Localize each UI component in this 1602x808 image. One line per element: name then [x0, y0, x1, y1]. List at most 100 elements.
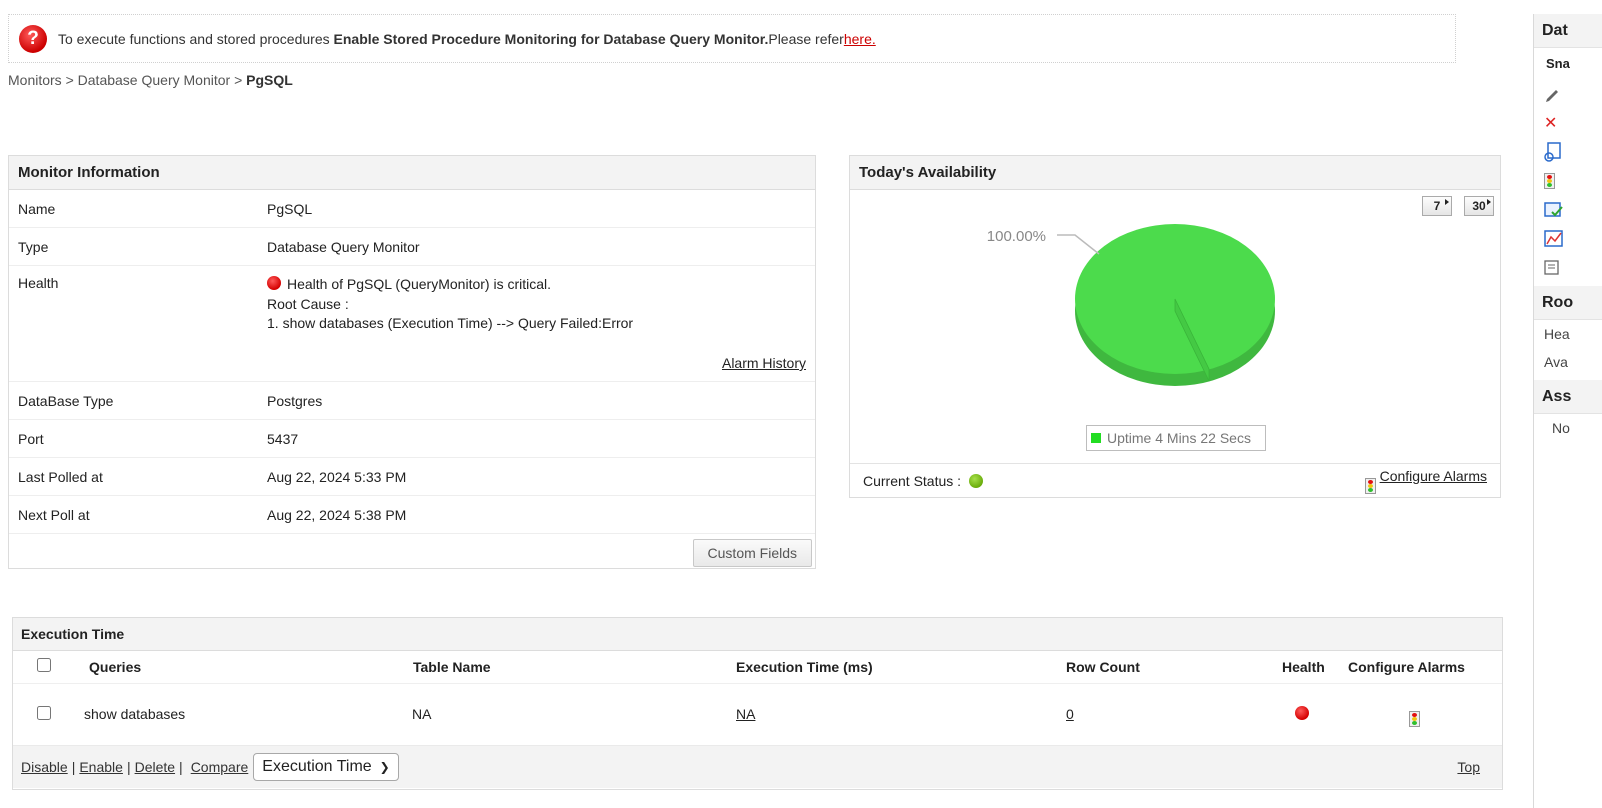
- pie-seam: [1174, 298, 1210, 382]
- name-value: PgSQL: [267, 200, 313, 217]
- breadcrumb: Monitors > Database Query Monitor > PgSQ…: [8, 72, 293, 88]
- status-up-icon: [968, 473, 983, 488]
- column-table-name: Table Name: [412, 651, 735, 684]
- info-row-next-poll: Next Poll at Aug 22, 2024 5:38 PM: [9, 496, 815, 534]
- root-cause-label: Root Cause :: [267, 295, 349, 312]
- range-7-days-button[interactable]: 7: [1422, 196, 1452, 216]
- attribute-select[interactable]: Execution Time ❯: [253, 753, 399, 781]
- disable-link[interactable]: Disable: [21, 759, 68, 775]
- custom-fields-button[interactable]: Custom Fields: [692, 539, 812, 567]
- report-icon[interactable]: [1534, 137, 1602, 166]
- stored-procedure-notice: ? To execute functions and stored proced…: [8, 14, 1456, 63]
- breadcrumb-separator: >: [234, 72, 243, 88]
- table-header-row: Queries Table Name Execution Time (ms) R…: [13, 651, 1502, 684]
- breadcrumb-database-query-monitor[interactable]: Database Query Monitor: [77, 72, 231, 88]
- configure-alarms-icon[interactable]: [1409, 711, 1420, 728]
- select-all-checkbox[interactable]: [37, 658, 51, 673]
- info-row-port: Port 5437: [9, 420, 815, 458]
- type-value: Database Query Monitor: [267, 238, 420, 255]
- type-label: Type: [18, 238, 49, 255]
- breadcrumb-monitors[interactable]: Monitors: [8, 72, 62, 88]
- port-label: Port: [18, 430, 44, 447]
- row-count-link[interactable]: 0: [1066, 706, 1074, 723]
- pie-leader-line: [1057, 234, 1100, 255]
- name-label: Name: [18, 200, 56, 217]
- monitor-information-panel: Monitor Information Name PgSQL Type Data…: [8, 155, 816, 569]
- configure-alarms-link[interactable]: Configure Alarms: [1379, 467, 1487, 484]
- health-message: Health of PgSQL (QueryMonitor) is critic…: [287, 276, 552, 292]
- enable-link[interactable]: Enable: [79, 759, 123, 775]
- last-polled-value: Aug 22, 2024 5:33 PM: [267, 468, 407, 485]
- execution-time-title: Execution Time: [13, 618, 1502, 651]
- info-row-health: Health Health of PgSQL (QueryMonitor) is…: [9, 266, 815, 382]
- notice-here-link[interactable]: here.: [843, 30, 876, 47]
- last-polled-label: Last Polled at: [18, 468, 103, 485]
- query-cell: show databases: [84, 706, 186, 723]
- current-status: Current Status :: [863, 473, 983, 489]
- critical-status-icon: [267, 276, 281, 290]
- column-configure-alarms: Configure Alarms: [1347, 651, 1502, 684]
- breadcrumb-separator: >: [65, 72, 74, 88]
- compare-link[interactable]: Compare: [190, 759, 249, 775]
- execution-time-table: Queries Table Name Execution Time (ms) R…: [13, 651, 1502, 745]
- legend-swatch: [1091, 433, 1101, 443]
- sidebar-item-health[interactable]: Hea: [1544, 326, 1570, 342]
- delete-icon[interactable]: ✕: [1544, 114, 1558, 132]
- schedule-check-icon[interactable]: [1534, 195, 1602, 224]
- right-sidebar: Dat Sna ✕ Roo Hea Ava Ass No: [1533, 14, 1602, 808]
- sidebar-item-availability[interactable]: Ava: [1544, 354, 1568, 370]
- next-poll-value: Aug 22, 2024 5:38 PM: [267, 506, 407, 523]
- delete-link[interactable]: Delete: [134, 759, 176, 775]
- info-row-last-polled: Last Polled at Aug 22, 2024 5:33 PM: [9, 458, 815, 496]
- table-name-cell: NA: [412, 706, 432, 723]
- chevron-down-icon: ❯: [379, 760, 390, 774]
- sidebar-item-none: No: [1552, 420, 1570, 436]
- column-execution-time: Execution Time (ms): [735, 651, 1065, 684]
- pie-data-label: 100.00%: [987, 228, 1046, 245]
- health-label: Health: [18, 275, 59, 291]
- document-icon[interactable]: [1534, 253, 1602, 282]
- monitor-information-title: Monitor Information: [9, 156, 815, 190]
- info-row-type: Type Database Query Monitor: [9, 228, 815, 266]
- sidebar-head: Dat: [1534, 14, 1602, 48]
- info-row-name: Name PgSQL: [9, 190, 815, 228]
- sidebar-subhead: Sna: [1546, 56, 1570, 71]
- sidebar-section-root-cause: Roo: [1534, 286, 1602, 320]
- availability-title: Today's Availability: [850, 156, 1500, 190]
- table-row: show databases NA NA 0: [13, 683, 1502, 745]
- action-separator: |: [126, 759, 131, 775]
- next-poll-label: Next Poll at: [18, 506, 90, 523]
- health-value: Health of PgSQL (QueryMonitor) is critic…: [267, 275, 815, 334]
- row-checkbox[interactable]: [37, 705, 51, 720]
- attribute-select-value: Execution Time: [262, 758, 372, 775]
- current-status-label: Current Status :: [863, 472, 962, 489]
- dbtype-label: DataBase Type: [18, 392, 114, 409]
- column-queries: Queries: [77, 651, 412, 684]
- port-value: 5437: [267, 430, 299, 447]
- availability-pie-chart: 100.00%: [987, 224, 1275, 386]
- traffic-light-icon: [1364, 477, 1376, 494]
- column-row-count: Row Count: [1065, 651, 1281, 684]
- column-health: Health: [1281, 651, 1347, 684]
- todays-availability-panel: Today's Availability 7 30 100.00% Uptime…: [849, 155, 1501, 498]
- notice-text: To execute functions and stored procedur…: [58, 30, 844, 47]
- range-30-days-button[interactable]: 30: [1464, 196, 1494, 216]
- root-cause-item: 1. show databases (Execution Time) --> Q…: [267, 315, 634, 331]
- edit-icon[interactable]: [1534, 79, 1602, 108]
- action-separator: |: [179, 759, 183, 775]
- question-icon: ?: [19, 24, 47, 53]
- graph-icon[interactable]: [1534, 224, 1602, 253]
- execution-time-actions: Disable | Enable | Delete | Compare Exec…: [13, 745, 1502, 788]
- breadcrumb-current: PgSQL: [246, 72, 293, 88]
- alarm-history-link[interactable]: Alarm History: [721, 355, 806, 371]
- execution-time-panel: Execution Time Queries Table Name Execut…: [12, 617, 1503, 790]
- top-link[interactable]: Top: [1457, 759, 1480, 775]
- execution-time-link[interactable]: NA: [736, 706, 756, 723]
- legend-label: Uptime 4 Mins 22 Secs: [1107, 430, 1251, 446]
- sidebar-section-associated: Ass: [1534, 380, 1602, 414]
- chart-legend: Uptime 4 Mins 22 Secs: [1086, 425, 1266, 451]
- health-critical-icon[interactable]: [1295, 706, 1309, 721]
- alarm-config-icon[interactable]: [1534, 166, 1602, 195]
- info-row-dbtype: DataBase Type Postgres: [9, 382, 815, 420]
- action-separator: |: [71, 759, 76, 775]
